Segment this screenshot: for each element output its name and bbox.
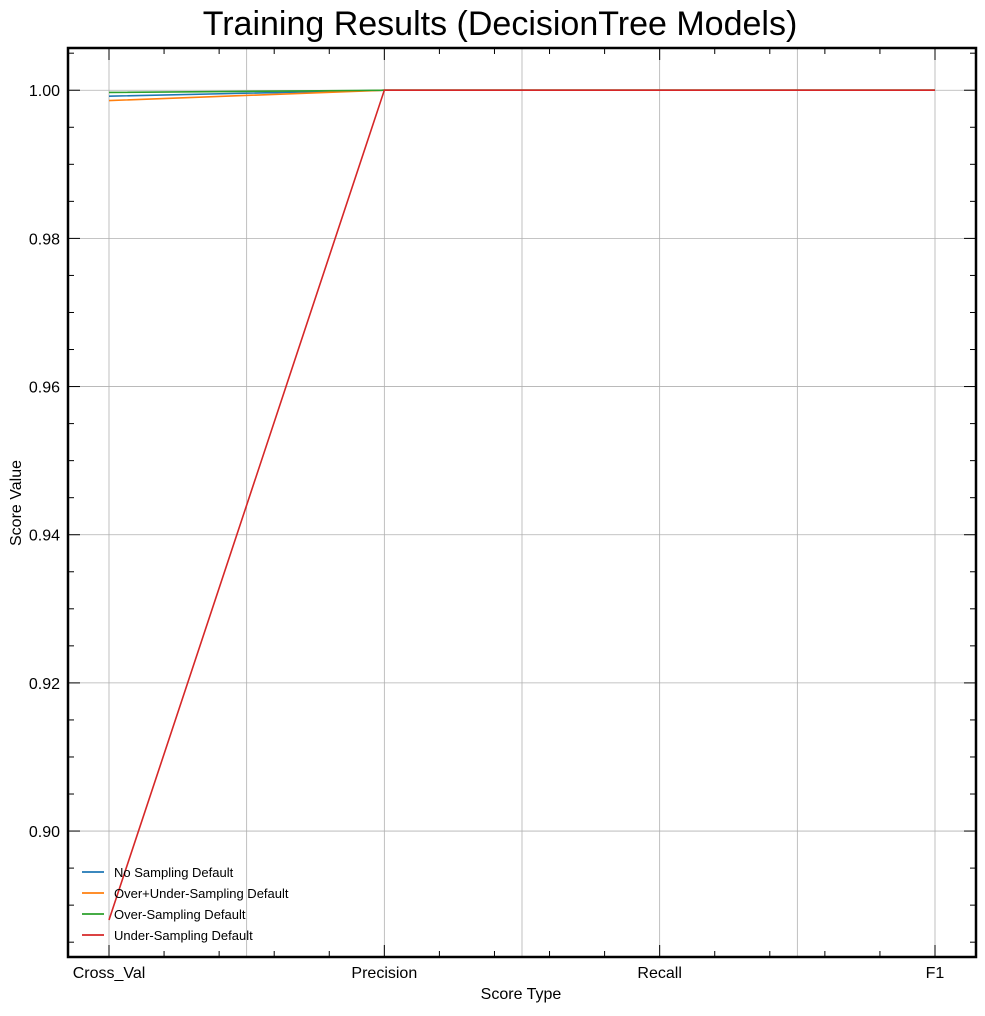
chart-title: Training Results (DecisionTree Models) [203, 5, 798, 43]
legend-label-1: Over+Under-Sampling Default [114, 886, 289, 901]
y-axis-label: Score Value [8, 460, 25, 546]
y-tick-label: 0.94 [29, 528, 60, 545]
series-layer [108, 89, 935, 921]
plot-frame [66, 46, 978, 959]
y-tick-label: 1.00 [29, 83, 60, 100]
x-axis-label: Score Type [481, 986, 562, 1003]
x-tick-label: Cross_Val [73, 965, 146, 982]
ticks-layer: Cross_Val Precision Recall F1 0.90 0.92 0.94 0.… [29, 48, 976, 982]
y-tick-label: 0.98 [29, 231, 60, 248]
x-tick-label: Precision [351, 965, 417, 982]
series-line-3 [108, 89, 935, 921]
y-tick-label: 0.96 [29, 380, 60, 397]
legend-label-3: Under-Sampling Default [114, 928, 253, 943]
legend-label-0: No Sampling Default [114, 865, 234, 880]
y-tick-label: 0.90 [29, 824, 60, 841]
x-tick-label: F1 [926, 965, 945, 982]
x-tick-label: Recall [637, 965, 681, 982]
grid-layer [68, 48, 976, 957]
y-tick-label: 0.92 [29, 676, 60, 693]
legend-label-2: Over-Sampling Default [114, 907, 246, 922]
legend: No Sampling Default Over+Under-Sampling D… [82, 865, 289, 943]
